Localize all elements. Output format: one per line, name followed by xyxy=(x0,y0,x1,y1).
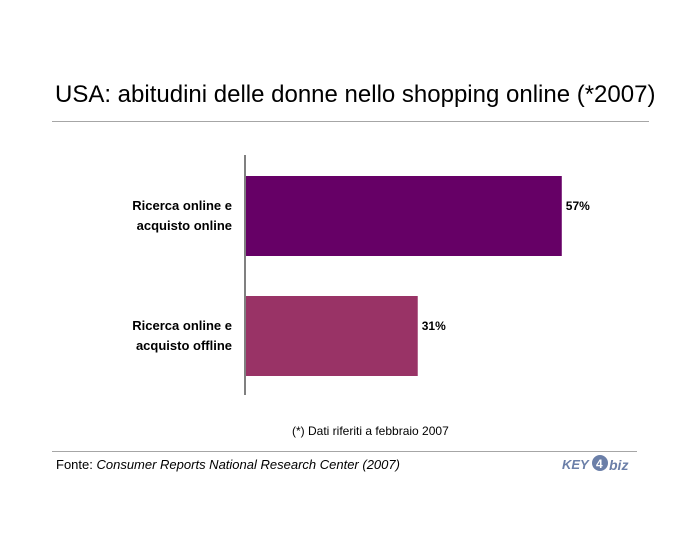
category-label-2: Ricerca online e acquisto offline xyxy=(132,318,232,353)
source-name: Consumer Reports National Research Cente… xyxy=(96,457,400,472)
chart-title: USA: abitudini delle donne nello shoppin… xyxy=(55,81,656,108)
logo-badge xyxy=(592,455,608,471)
source-prefix: Fonte: xyxy=(56,457,97,472)
value-label-1: 57% xyxy=(566,199,590,213)
title-divider xyxy=(52,121,649,122)
footer-divider xyxy=(52,451,637,452)
key4biz-logo: KEY 4 biz xyxy=(562,455,628,473)
source-line: Fonte: Consumer Reports National Researc… xyxy=(56,457,400,472)
bar-1 xyxy=(246,176,562,256)
value-label-2: 31% xyxy=(422,319,446,333)
footnote: (*) Dati riferiti a febbraio 2007 xyxy=(292,424,449,438)
logo-digit: 4 xyxy=(596,457,603,471)
logo-key-text: KEY xyxy=(562,457,590,472)
logo-biz-text: biz xyxy=(609,457,628,473)
bar-2 xyxy=(246,296,418,376)
category-label-1: Ricerca online e acquisto online xyxy=(132,198,232,233)
